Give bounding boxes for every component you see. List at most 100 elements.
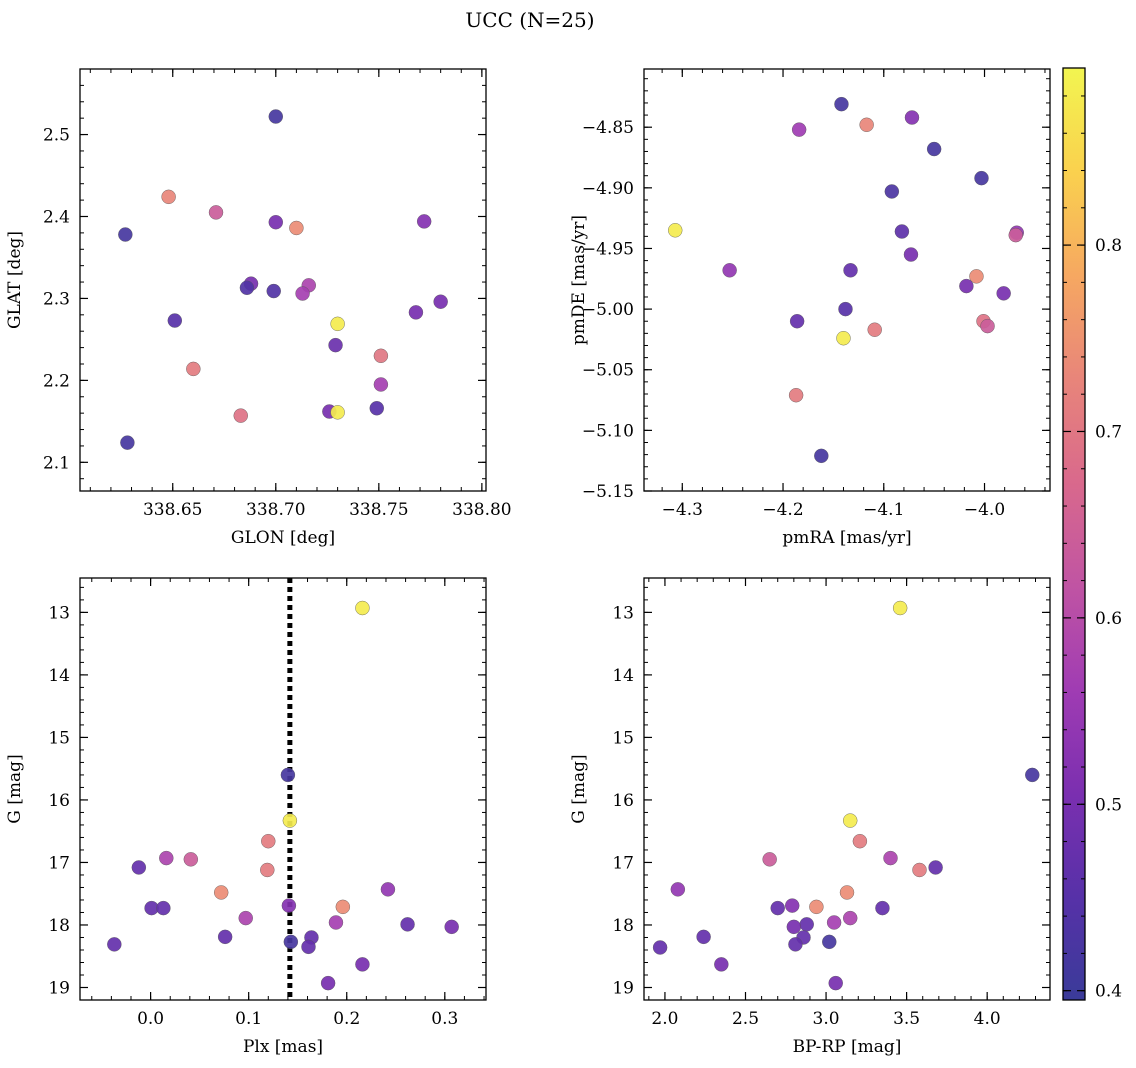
x-tick-label: 2.0 — [651, 1009, 678, 1029]
scatter-point — [714, 957, 729, 972]
y-axis-label: G [mag] — [569, 754, 589, 823]
x-tick-label: 2.5 — [732, 1009, 759, 1029]
scatter-panel-2: −4.3 −4.2 −4.1 −4.0 −5.15 −5.10 −5.05 −5.00 −4.9… — [569, 68, 1051, 548]
scatter-point — [268, 109, 283, 124]
scatter-point — [280, 767, 296, 783]
scatter-point — [289, 220, 304, 236]
scatter-point — [118, 227, 133, 242]
scatter-point — [788, 937, 803, 952]
scatter-panel-1: 338.65 338.70 338.75 338.80 2.1 2.2 2.3 2.4 2.5 G… — [5, 68, 512, 548]
scatter-point — [788, 388, 804, 403]
x-tick-label: 0.3 — [431, 1009, 458, 1029]
axes-frame — [643, 577, 1051, 1001]
y-tick-label: 18 — [612, 916, 634, 936]
axis-ticks: 338.65 338.70 338.75 338.80 2.1 2.2 2.3 2.4 2.5 — [43, 68, 512, 520]
x-tick-label: 338.65 — [143, 500, 202, 520]
scatter-points — [118, 109, 448, 450]
scatter-point — [789, 314, 805, 329]
scatter-point — [330, 405, 345, 420]
scatter-point — [867, 322, 882, 337]
scatter-point — [282, 813, 298, 828]
scatter-point — [826, 915, 842, 930]
y-tick-label: 16 — [612, 791, 634, 811]
y-tick-label: 17 — [48, 853, 70, 873]
scatter-point — [799, 917, 814, 932]
scatter-point — [214, 885, 229, 900]
scatter-point — [217, 929, 233, 945]
scatter-point — [762, 852, 777, 867]
y-tick-label: 13 — [48, 603, 70, 623]
scatter-point — [335, 899, 351, 915]
scatter-panel-4: 2.0 2.5 3.0 3.5 4.0 13 14 15 16 17 18 19 BP-RP [mag]… — [569, 577, 1051, 1057]
scatter-point — [355, 600, 370, 616]
colorbar-frame — [1062, 67, 1086, 1001]
scatter-point — [1008, 227, 1023, 243]
scatter-point — [373, 348, 389, 363]
x-tick-label: 338.80 — [452, 500, 511, 520]
scatter-points — [652, 600, 1040, 991]
x-axis-label: pmRA [mas/yr] — [782, 528, 911, 548]
scatter-point — [959, 278, 974, 294]
axis-ticks: 0.0 0.1 0.2 0.3 13 14 15 16 17 18 19 — [48, 578, 486, 1029]
scatter-point — [283, 934, 299, 950]
scatter-point — [852, 834, 868, 849]
scatter-points — [107, 600, 459, 991]
y-tick-label: −5.00 — [582, 300, 634, 320]
scatter-point — [400, 917, 415, 932]
scatter-point — [828, 975, 843, 991]
scatter-point — [408, 305, 424, 320]
scatter-point — [186, 361, 201, 377]
axes-frame — [79, 68, 487, 492]
y-tick-label: −4.85 — [582, 118, 634, 138]
scatter-point — [894, 224, 910, 239]
scatter-point — [161, 189, 176, 205]
x-tick-label: 4.0 — [974, 1009, 1001, 1029]
scatter-point — [839, 885, 855, 900]
scatter-point — [281, 898, 297, 913]
x-tick-label: 0.1 — [235, 1009, 262, 1029]
colorbar-tick-label: 0.6 — [1095, 609, 1122, 629]
scatter-point — [696, 929, 711, 945]
y-axis-label: G [mag] — [5, 754, 25, 823]
x-tick-label: −4.3 — [662, 500, 703, 520]
x-tick-label: −4.0 — [964, 500, 1005, 520]
scatter-point — [822, 934, 837, 950]
y-tick-label: −4.90 — [582, 179, 634, 199]
scatter-point — [268, 215, 283, 230]
colorbar-gradient — [1063, 68, 1085, 1000]
scatter-point — [926, 141, 942, 157]
scatter-point — [301, 939, 316, 955]
scatter-point — [238, 910, 253, 926]
colorbar-tick-label: 0.7 — [1095, 422, 1122, 442]
x-tick-label: 3.0 — [813, 1009, 840, 1029]
scatter-point — [233, 408, 248, 423]
colorbar: 0.4 0.5 0.6 0.7 0.8 — [1062, 67, 1122, 1002]
scatter-point — [928, 860, 943, 875]
y-tick-label: 13 — [612, 603, 634, 623]
x-axis-label: BP-RP [mag] — [793, 1037, 902, 1057]
scatter-point — [328, 915, 344, 930]
scatter-point — [369, 401, 384, 416]
scatter-point — [892, 600, 908, 616]
scatter-point — [355, 957, 370, 972]
x-tick-label: 0.2 — [333, 1009, 360, 1029]
x-tick-label: 3.5 — [893, 1009, 920, 1029]
scatter-point — [261, 834, 276, 849]
colorbar-tick-label: 0.8 — [1095, 236, 1122, 256]
y-tick-label: 2.3 — [43, 289, 70, 309]
y-tick-label: 2.4 — [43, 207, 70, 227]
scatter-point — [903, 247, 919, 262]
scatter-point — [843, 263, 858, 278]
scatter-point — [785, 898, 800, 913]
scatter-point — [183, 852, 199, 867]
x-axis-label: Plx [mas] — [243, 1037, 323, 1057]
scatter-point — [974, 170, 989, 186]
scatter-point — [904, 110, 920, 125]
scatter-point — [969, 269, 984, 284]
scatter-point — [380, 882, 396, 897]
scatter-point — [838, 301, 853, 317]
scatter-point — [1025, 767, 1040, 783]
scatter-point — [239, 280, 255, 295]
x-tick-label: 0.0 — [137, 1009, 164, 1029]
scatter-point — [668, 223, 683, 238]
